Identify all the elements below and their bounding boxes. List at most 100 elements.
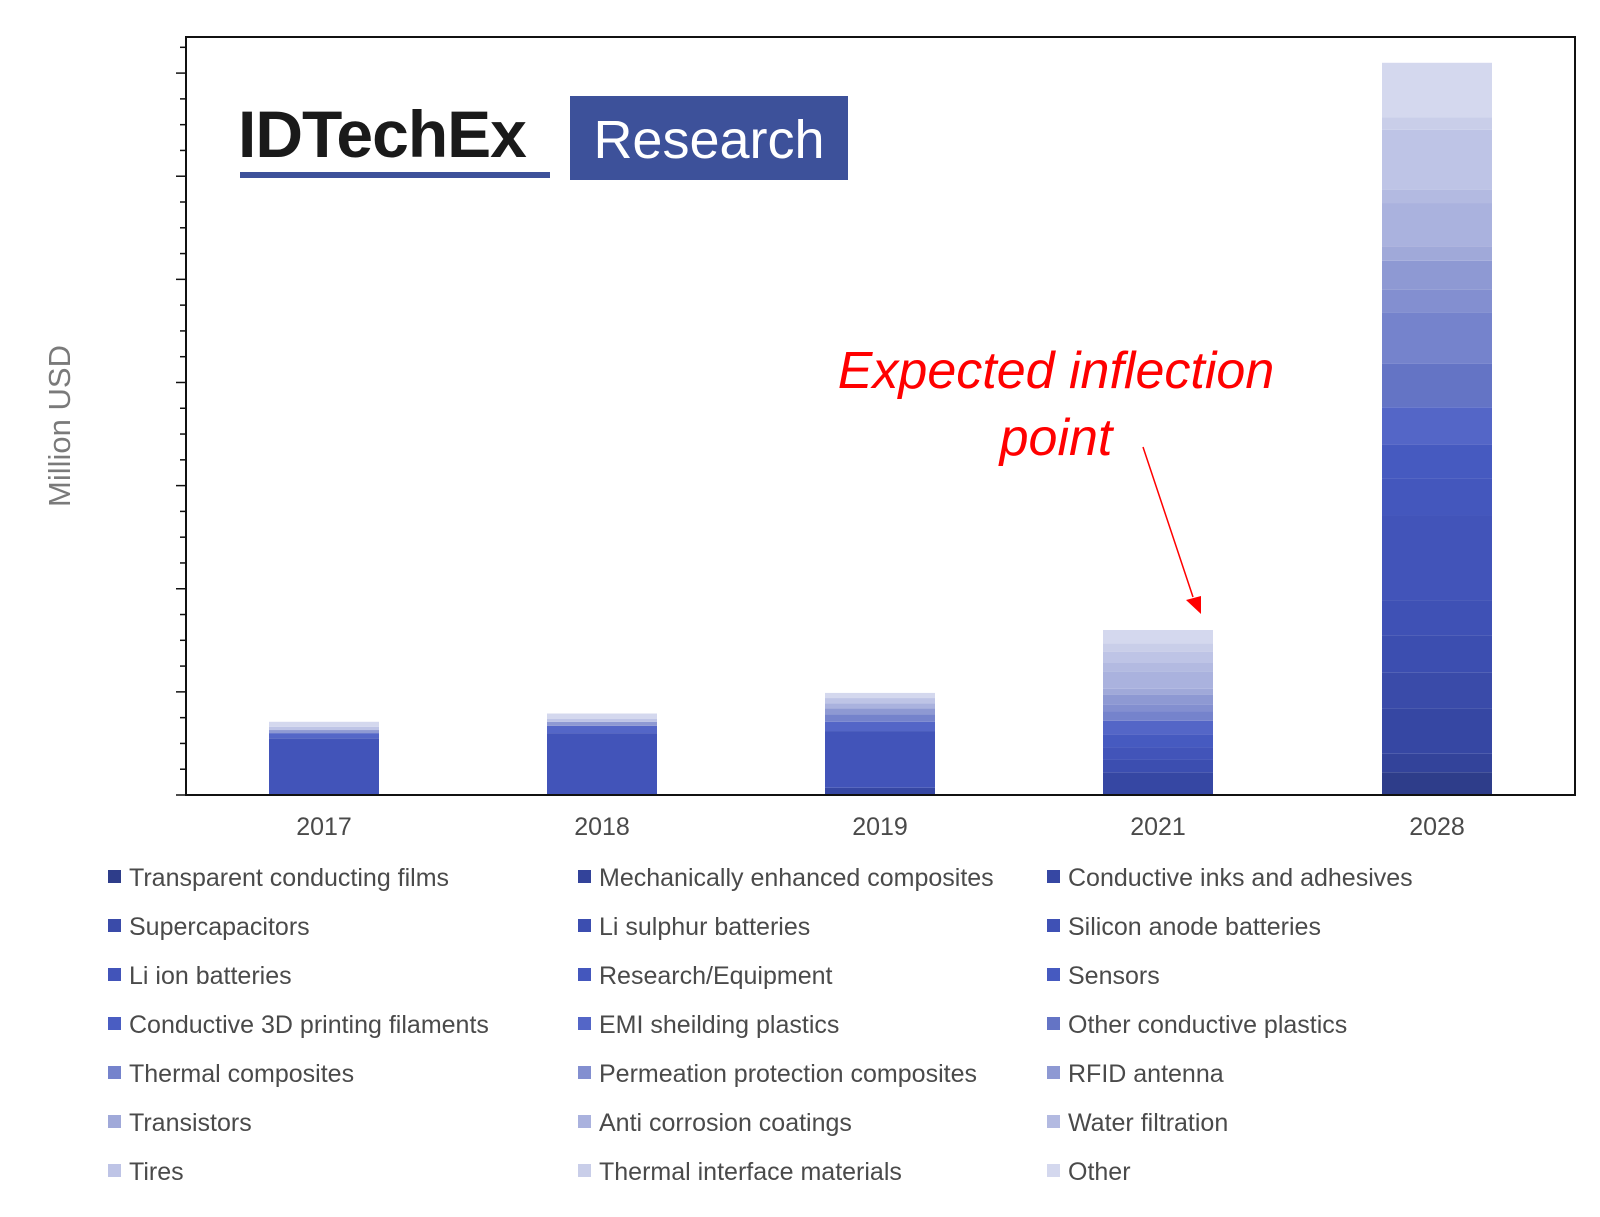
bar-segment-2019-11 (825, 721, 935, 732)
legend-swatch (578, 1164, 591, 1177)
legend-swatch (108, 1164, 121, 1177)
legend-label: Thermal composites (129, 1060, 354, 1088)
legend-swatch (108, 1066, 121, 1079)
bar-segment-2028-12 (1382, 363, 1492, 408)
x-tick-label-2018: 2018 (574, 813, 630, 841)
bar-segment-2028-18 (1382, 189, 1492, 204)
legend-label: Anti corrosion coatings (599, 1109, 852, 1137)
bar-segment-2021-17 (1103, 671, 1213, 689)
bar-segment-2019-19 (825, 698, 935, 704)
bar-segment-2019-7 (825, 731, 935, 788)
annotation-line-1: Expected inflection (838, 342, 1275, 400)
idtechex-logo: IDTechEx Research (238, 96, 848, 180)
plot-frame (185, 36, 1576, 796)
legend: Transparent conducting films Mechanically… (108, 864, 1413, 1186)
legend-label: Supercapacitors (129, 913, 310, 941)
bar-segment-2028-11 (1382, 407, 1492, 445)
bar-segment-2018-15 (547, 721, 657, 726)
annotation-arrow-head (1186, 596, 1201, 614)
legend-label: Other conductive plastics (1068, 1011, 1347, 1039)
legend-label: Water filtration (1068, 1109, 1228, 1137)
legend-swatch (578, 1115, 591, 1128)
y-axis-ticks (176, 46, 186, 796)
legend-label: Silicon anode batteries (1068, 913, 1321, 941)
legend-swatch (578, 1017, 591, 1030)
bar-segment-2028-17 (1382, 203, 1492, 247)
bar-segment-2017-15 (269, 730, 379, 734)
logo-idtechex-text: IDTechEx (238, 97, 527, 171)
bar-segment-2021-11 (1103, 720, 1213, 735)
logo-research-box (570, 96, 848, 180)
inflection-annotation: Expected inflection point (838, 342, 1275, 614)
bar-segment-2021-3 (1103, 772, 1213, 795)
bar-segment-2021-7 (1103, 747, 1213, 760)
bar-segment-2028-19 (1382, 129, 1492, 190)
legend-swatch (578, 968, 591, 981)
bar-segment-2028-16 (1382, 246, 1492, 261)
legend-label: Li sulphur batteries (599, 913, 810, 941)
legend-label: Sensors (1068, 962, 1160, 990)
legend-label: Transparent conducting films (129, 864, 449, 892)
bar-segment-2021-15 (1103, 694, 1213, 705)
x-tick-label-2021: 2021 (1130, 813, 1186, 841)
legend-swatch (1047, 919, 1060, 932)
bar-segment-2028-2 (1382, 753, 1492, 773)
x-tick-label-2017: 2017 (296, 813, 352, 841)
legend-label: Li ion batteries (129, 962, 292, 990)
bar-segment-2028-14 (1382, 289, 1492, 313)
bar-segment-2028-20 (1382, 117, 1492, 130)
legend-label: Conductive inks and adhesives (1068, 864, 1413, 892)
bar-segment-2018-19 (547, 718, 657, 722)
y-axis-label: Million USD (42, 345, 77, 507)
bar-segment-2019-15 (825, 708, 935, 715)
bar-segment-2019-21 (825, 692, 935, 699)
bar-segment-2018-21 (547, 713, 657, 719)
bar-segment-2019-17 (825, 703, 935, 709)
bar-segment-2021-18 (1103, 662, 1213, 672)
legend-swatch (578, 1066, 591, 1079)
bar-segment-2021-16 (1103, 688, 1213, 695)
legend-label: EMI sheilding plastics (599, 1011, 839, 1039)
bar-segment-2028-3 (1382, 708, 1492, 754)
bar-segment-2019-3 (825, 787, 935, 795)
logo-underline (240, 172, 550, 178)
bar-segment-2021-13 (1103, 711, 1213, 721)
legend-label: Conductive 3D printing filaments (129, 1011, 489, 1039)
bar-segment-2019-13 (825, 714, 935, 722)
legend-swatch (1047, 1115, 1060, 1128)
legend-label: Research/Equipment (599, 962, 833, 990)
bar-segment-2028-9 (1382, 444, 1492, 479)
bar-segment-2021-19 (1103, 651, 1213, 663)
bar-segment-2017-19 (269, 726, 379, 731)
bar-segment-2028-6 (1382, 600, 1492, 636)
bar-segment-2017-7 (269, 738, 379, 795)
legend-label: Thermal interface materials (599, 1158, 902, 1186)
logo-research-text: Research (593, 110, 824, 170)
bar-segment-2018-11 (547, 725, 657, 734)
legend-swatch (1047, 1066, 1060, 1079)
bar-segment-2021-9 (1103, 734, 1213, 748)
legend-label: Mechanically enhanced composites (599, 864, 994, 892)
legend-swatch (1047, 968, 1060, 981)
x-axis-tick-labels: 2017 2018 2019 2021 2028 (296, 813, 1465, 841)
legend-swatch (108, 919, 121, 932)
bar-segment-2028-4 (1382, 672, 1492, 709)
legend-label: Tires (129, 1158, 184, 1186)
legend-swatch (108, 968, 121, 981)
bar-segment-2018-7 (547, 733, 657, 795)
legend-swatch (108, 1115, 121, 1128)
bar-segment-2028-5 (1382, 635, 1492, 673)
bar-segment-2021-20 (1103, 643, 1213, 652)
legend-swatch (1047, 870, 1060, 883)
bar-segment-2028-1 (1382, 772, 1492, 795)
legend-swatch (108, 870, 121, 883)
legend-swatch (1047, 1164, 1060, 1177)
x-tick-label-2028: 2028 (1409, 813, 1465, 841)
legend-label: Permeation protection composites (599, 1060, 977, 1088)
bars-layer (269, 62, 1492, 795)
bar-segment-2028-8 (1382, 478, 1492, 516)
legend-swatch (1047, 1017, 1060, 1030)
legend-label: Transistors (129, 1109, 252, 1137)
legend-label: RFID antenna (1068, 1060, 1224, 1088)
